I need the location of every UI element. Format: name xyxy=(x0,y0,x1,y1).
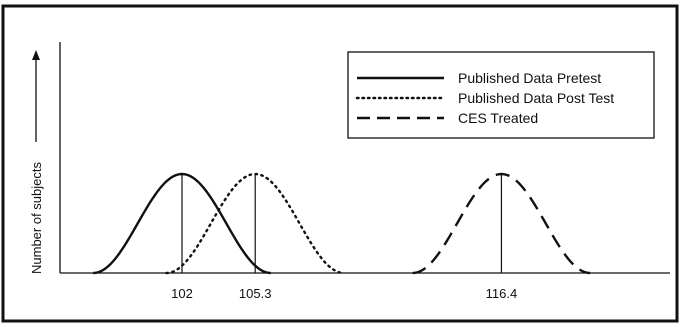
curve-dotted xyxy=(165,172,346,275)
curves xyxy=(93,172,591,275)
mean-lines xyxy=(181,174,503,273)
curve-dashed xyxy=(412,172,591,275)
legend-label-pretest: Published Data Pretest xyxy=(458,70,601,86)
curve-solid xyxy=(93,172,271,275)
y-axis-label-group: Number of subjects xyxy=(29,50,44,274)
legend-label-ces: CES Treated xyxy=(458,110,538,126)
x-tick-label: 102 xyxy=(171,286,193,301)
legend: Published Data Pretest Published Data Po… xyxy=(347,51,655,139)
legend-box xyxy=(347,51,655,139)
x-tick-labels: 102 105.3 116.4 xyxy=(171,286,517,301)
legend-label-posttest: Published Data Post Test xyxy=(458,90,614,106)
x-tick-label: 105.3 xyxy=(239,286,272,301)
y-axis-label: Number of subjects xyxy=(29,162,44,274)
y-axis-label-arrow-head xyxy=(32,50,40,60)
figure-border xyxy=(1,4,679,323)
x-tick-label: 116.4 xyxy=(486,286,518,301)
